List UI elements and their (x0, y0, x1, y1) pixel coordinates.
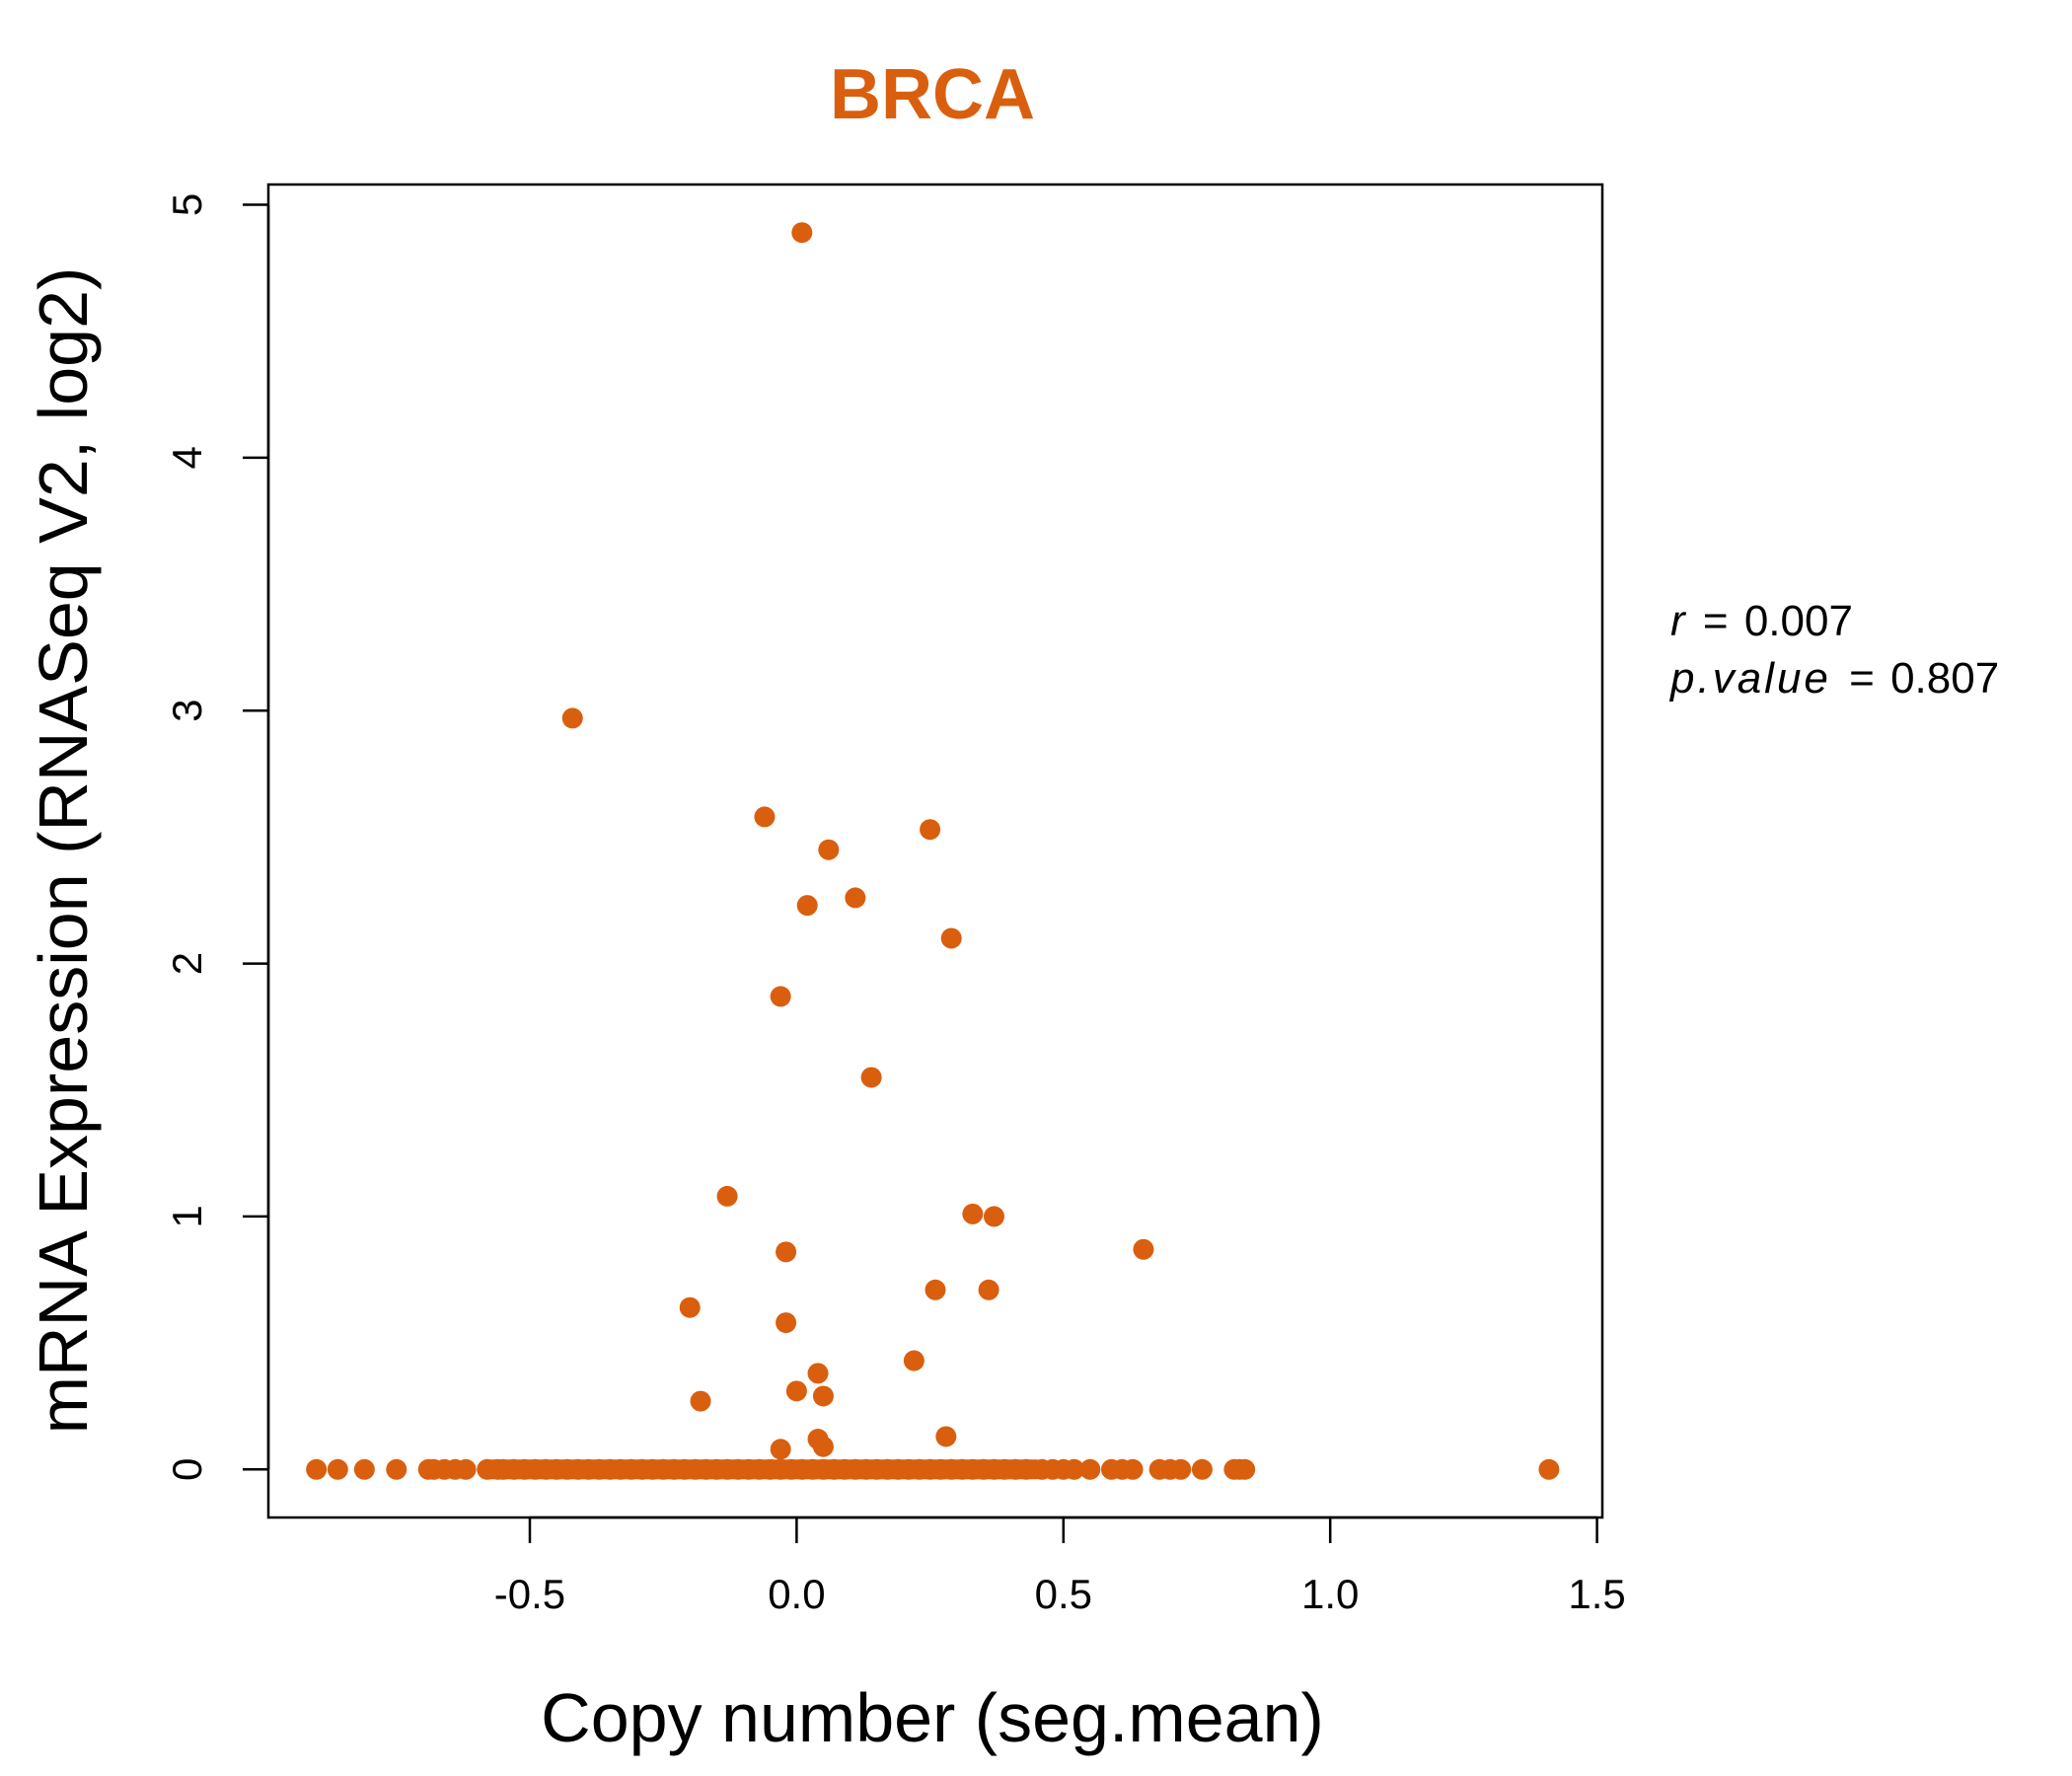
y-axis-title: mRNA Expression (RNASeq V2, log2) (25, 267, 102, 1435)
data-point (860, 1067, 882, 1088)
plot-frame (266, 183, 1604, 1519)
data-point (845, 887, 866, 909)
data-point (796, 895, 818, 917)
p-value-stat: p.value = 0.807 (1668, 654, 1999, 703)
data-point (940, 927, 962, 949)
data-point (1064, 1458, 1085, 1480)
data-point (690, 1390, 711, 1412)
p-equals: = (1849, 654, 1875, 703)
x-axis-title: Copy number (seg.mean) (541, 1679, 1324, 1756)
data-point (935, 1426, 957, 1447)
data-point (1538, 1458, 1560, 1480)
p-symbol: p.value (1668, 654, 1831, 703)
data-point (791, 222, 813, 244)
data-point (1234, 1458, 1256, 1480)
data-point (962, 1203, 984, 1224)
data-point (776, 1241, 797, 1263)
data-point (1079, 1458, 1101, 1480)
data-point (785, 1380, 807, 1402)
y-tick-label: 5 (164, 193, 210, 216)
y-axis: 0 1 2 3 4 5 (164, 193, 270, 1481)
p-value: 0.807 (1890, 654, 1999, 703)
x-tick-label: 0.5 (1035, 1571, 1092, 1617)
x-tick-label: 0.0 (768, 1571, 825, 1617)
data-point (776, 1312, 797, 1334)
r-symbol: r (1670, 597, 1687, 645)
x-tick-label: 1.5 (1568, 1571, 1625, 1617)
data-point (1133, 1238, 1154, 1260)
y-tick-label: 4 (164, 446, 210, 469)
data-point (812, 1436, 834, 1457)
y-tick-label: 0 (164, 1458, 210, 1481)
data-point (716, 1185, 738, 1207)
x-tick-label: 1.0 (1301, 1571, 1359, 1617)
data-point (1170, 1458, 1192, 1480)
r-value: 0.007 (1744, 597, 1853, 645)
data-point (386, 1458, 407, 1480)
y-tick-label: 2 (164, 952, 210, 975)
data-point (353, 1458, 375, 1480)
data-point (920, 819, 941, 841)
r-equals: = (1703, 597, 1729, 645)
data-point (327, 1458, 348, 1480)
x-tick-label: -0.5 (494, 1571, 565, 1617)
data-point (812, 1385, 834, 1407)
data-point (455, 1458, 477, 1480)
data-point (1122, 1458, 1144, 1480)
data-point (561, 707, 583, 729)
data-points (306, 222, 1560, 1480)
chart-title: BRCA (830, 55, 1035, 134)
data-point (983, 1206, 1004, 1227)
data-point (679, 1296, 701, 1318)
data-point (754, 806, 776, 828)
data-point (903, 1350, 925, 1371)
data-point (807, 1363, 829, 1384)
x-axis: -0.5 0.0 0.5 1.0 1.5 (494, 1516, 1626, 1617)
data-point (978, 1279, 999, 1300)
y-tick-label: 3 (164, 700, 210, 722)
data-point (1191, 1458, 1213, 1480)
y-tick-label: 1 (164, 1205, 210, 1227)
data-point (306, 1458, 328, 1480)
data-point (925, 1279, 946, 1300)
data-point (1015, 1458, 1037, 1480)
data-point (770, 986, 791, 1007)
data-point (818, 839, 840, 860)
correlation-stat: r = 0.007 (1670, 597, 1853, 645)
data-point (770, 1439, 791, 1460)
